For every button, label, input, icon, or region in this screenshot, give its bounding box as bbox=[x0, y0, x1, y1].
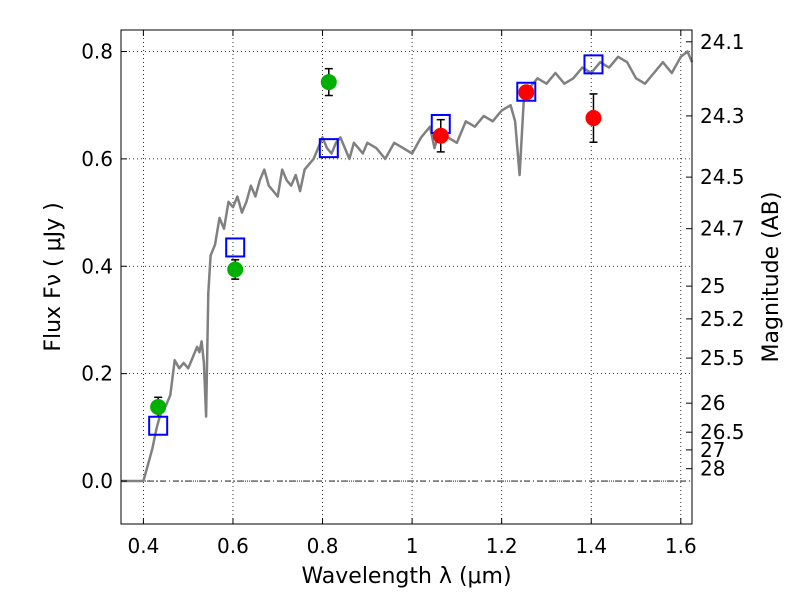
observed-point-red bbox=[585, 110, 602, 127]
magnitude-tick-label: 27 bbox=[700, 438, 725, 462]
y-axis-label: Flux Fν ( μJy ) bbox=[41, 202, 66, 351]
grid bbox=[121, 30, 692, 524]
x-tick-label: 0.4 bbox=[127, 534, 159, 558]
x-tick-label: 0.8 bbox=[307, 534, 339, 558]
magnitude-tick-label: 25 bbox=[700, 274, 725, 298]
x-tick-label: 1.6 bbox=[665, 534, 697, 558]
spectrum-line bbox=[121, 50, 694, 483]
magnitude-tick-label: 25.5 bbox=[700, 346, 745, 370]
model-photometry-point bbox=[225, 237, 246, 258]
model-photometry-point bbox=[318, 138, 339, 159]
model-photometry-point bbox=[583, 54, 604, 75]
observed-point-green bbox=[227, 261, 244, 278]
y-tick-label: 0.2 bbox=[81, 362, 113, 386]
error-bars bbox=[154, 67, 598, 418]
magnitude-tick-label: 28 bbox=[700, 457, 725, 481]
x-tick-label: 1.4 bbox=[575, 534, 607, 558]
y-tick-label: 0.4 bbox=[81, 254, 113, 278]
x-axis-label: Wavelength λ (μm) bbox=[301, 564, 511, 589]
model-photometry-point bbox=[148, 415, 169, 436]
x-tick-label: 1 bbox=[406, 534, 419, 558]
data-points bbox=[148, 54, 604, 436]
y-tick-label: 0.0 bbox=[81, 469, 113, 493]
y-axis-ticks: 0.0 0.2 0.4 0.6 0.8 bbox=[81, 39, 127, 493]
magnitude-axis-label: Magnitude (AB) bbox=[759, 192, 784, 363]
magnitude-tick-label: 24.5 bbox=[700, 165, 745, 189]
magnitude-tick-label: 26 bbox=[700, 391, 725, 415]
model-spectrum bbox=[121, 50, 694, 483]
magnitude-tick-label: 24.7 bbox=[700, 217, 745, 241]
magnitude-tick-label: 26.5 bbox=[700, 420, 745, 444]
observed-point-red bbox=[432, 127, 449, 144]
magnitude-tick-label: 24.3 bbox=[700, 104, 745, 128]
model-photometry-point bbox=[516, 81, 537, 102]
x-tick-label: 1.2 bbox=[486, 534, 518, 558]
magnitude-tick-label: 25.2 bbox=[700, 307, 745, 331]
y-tick-label: 0.8 bbox=[81, 39, 113, 63]
x-tick-label: 0.6 bbox=[217, 534, 249, 558]
x-axis-ticks: 0.4 0.6 0.8 1 1.2 1.4 1.6 bbox=[127, 30, 697, 558]
observed-point-green bbox=[150, 398, 167, 415]
observed-point-green bbox=[320, 74, 337, 91]
observed-point-red bbox=[518, 84, 535, 101]
magnitude-tick-label: 24.1 bbox=[700, 30, 745, 54]
y-tick-label: 0.6 bbox=[81, 147, 113, 171]
plot-frame bbox=[120, 29, 693, 525]
